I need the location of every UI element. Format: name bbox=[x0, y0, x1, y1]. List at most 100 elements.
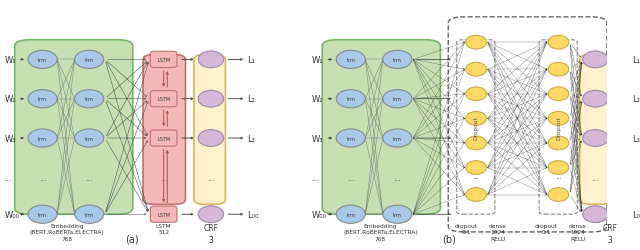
Text: L₀₀: L₀₀ bbox=[632, 210, 640, 219]
Ellipse shape bbox=[548, 136, 569, 150]
Ellipse shape bbox=[75, 51, 104, 69]
Text: L₂: L₂ bbox=[632, 95, 639, 104]
Ellipse shape bbox=[336, 51, 365, 69]
Text: L₃: L₃ bbox=[632, 134, 639, 143]
Ellipse shape bbox=[336, 205, 365, 224]
Ellipse shape bbox=[383, 51, 412, 69]
Text: ...: ... bbox=[4, 173, 12, 182]
FancyBboxPatch shape bbox=[323, 40, 440, 214]
Ellipse shape bbox=[28, 205, 57, 224]
Text: W₂: W₂ bbox=[312, 95, 323, 104]
Ellipse shape bbox=[28, 130, 57, 148]
Text: W₃: W₃ bbox=[4, 134, 16, 143]
Text: trm: trm bbox=[393, 212, 402, 217]
Ellipse shape bbox=[582, 91, 608, 108]
FancyBboxPatch shape bbox=[580, 55, 611, 204]
Text: ...: ... bbox=[207, 173, 215, 182]
Ellipse shape bbox=[75, 130, 104, 148]
Text: ...: ... bbox=[38, 173, 47, 182]
Text: Dropout: Dropout bbox=[474, 116, 478, 139]
Ellipse shape bbox=[198, 91, 223, 108]
Text: CRF
3: CRF 3 bbox=[204, 223, 218, 244]
Text: CRF
3: CRF 3 bbox=[602, 223, 618, 244]
Ellipse shape bbox=[28, 51, 57, 69]
Text: ...: ... bbox=[312, 173, 319, 182]
Text: trm: trm bbox=[346, 136, 355, 141]
Text: L₂: L₂ bbox=[247, 95, 255, 104]
Text: ...: ... bbox=[160, 173, 168, 182]
Ellipse shape bbox=[548, 112, 569, 126]
Text: Dropout: Dropout bbox=[556, 116, 561, 139]
Text: ...: ... bbox=[473, 174, 479, 180]
Text: Embedding
(BERT,RoBERTa,ELECTRA)
768: Embedding (BERT,RoBERTa,ELECTRA) 768 bbox=[343, 223, 418, 241]
Ellipse shape bbox=[466, 188, 486, 202]
Ellipse shape bbox=[198, 206, 223, 223]
Text: trm: trm bbox=[346, 58, 355, 63]
Ellipse shape bbox=[582, 206, 608, 223]
Text: W₁: W₁ bbox=[312, 56, 323, 64]
Ellipse shape bbox=[28, 90, 57, 108]
Text: LSTM: LSTM bbox=[157, 97, 170, 102]
Text: W₀₀: W₀₀ bbox=[4, 210, 19, 219]
Text: trm: trm bbox=[38, 212, 47, 217]
FancyBboxPatch shape bbox=[150, 130, 177, 146]
Ellipse shape bbox=[466, 112, 486, 126]
Text: trm: trm bbox=[84, 58, 93, 63]
Text: L₁: L₁ bbox=[632, 56, 640, 64]
FancyBboxPatch shape bbox=[15, 40, 132, 214]
Text: trm: trm bbox=[84, 136, 93, 141]
Text: trm: trm bbox=[346, 212, 355, 217]
Ellipse shape bbox=[198, 52, 223, 68]
FancyBboxPatch shape bbox=[150, 52, 177, 68]
Text: dense
1024
RELU: dense 1024 RELU bbox=[489, 223, 507, 241]
Ellipse shape bbox=[548, 36, 569, 50]
Ellipse shape bbox=[466, 88, 486, 101]
Ellipse shape bbox=[75, 205, 104, 224]
Ellipse shape bbox=[466, 161, 486, 175]
Text: ...: ... bbox=[85, 173, 93, 182]
FancyBboxPatch shape bbox=[150, 91, 177, 108]
Ellipse shape bbox=[383, 205, 412, 224]
Text: trm: trm bbox=[393, 58, 402, 63]
Text: W₁: W₁ bbox=[4, 56, 16, 64]
Text: LSTM: LSTM bbox=[157, 136, 170, 141]
Ellipse shape bbox=[548, 188, 569, 202]
Text: trm: trm bbox=[84, 212, 93, 217]
Text: Embedding
(BERT,RoBERTa,ELECTRA)
768: Embedding (BERT,RoBERTa,ELECTRA) 768 bbox=[29, 223, 104, 241]
FancyBboxPatch shape bbox=[150, 206, 177, 222]
Text: W₀₀: W₀₀ bbox=[312, 210, 326, 219]
Ellipse shape bbox=[198, 130, 223, 147]
Text: dropout
0.1: dropout 0.1 bbox=[455, 223, 478, 234]
Text: trm: trm bbox=[393, 97, 402, 102]
Ellipse shape bbox=[75, 90, 104, 108]
Text: LSTM
512: LSTM 512 bbox=[156, 223, 172, 234]
Ellipse shape bbox=[582, 52, 608, 68]
Ellipse shape bbox=[582, 130, 608, 147]
Ellipse shape bbox=[336, 90, 365, 108]
Ellipse shape bbox=[466, 63, 486, 77]
Text: L₀₀: L₀₀ bbox=[247, 210, 259, 219]
Text: ...: ... bbox=[394, 173, 401, 182]
Text: dropout
0.1: dropout 0.1 bbox=[535, 223, 558, 234]
Text: trm: trm bbox=[346, 97, 355, 102]
Text: (b): (b) bbox=[442, 234, 456, 244]
Text: trm: trm bbox=[38, 136, 47, 141]
Ellipse shape bbox=[548, 88, 569, 101]
Ellipse shape bbox=[548, 161, 569, 175]
Text: ...: ... bbox=[347, 173, 355, 182]
Text: trm: trm bbox=[84, 97, 93, 102]
Text: ...: ... bbox=[591, 173, 599, 182]
Text: trm: trm bbox=[393, 136, 402, 141]
FancyBboxPatch shape bbox=[143, 55, 186, 204]
Text: LSTM: LSTM bbox=[157, 212, 170, 217]
Text: L₁: L₁ bbox=[247, 56, 255, 64]
Text: LSTM: LSTM bbox=[157, 58, 170, 63]
Text: trm: trm bbox=[38, 97, 47, 102]
Text: (a): (a) bbox=[125, 234, 138, 244]
Text: ...: ... bbox=[555, 174, 562, 180]
Text: W₃: W₃ bbox=[312, 134, 323, 143]
Ellipse shape bbox=[336, 130, 365, 148]
Text: trm: trm bbox=[38, 58, 47, 63]
Text: L₃: L₃ bbox=[247, 134, 255, 143]
Ellipse shape bbox=[383, 90, 412, 108]
